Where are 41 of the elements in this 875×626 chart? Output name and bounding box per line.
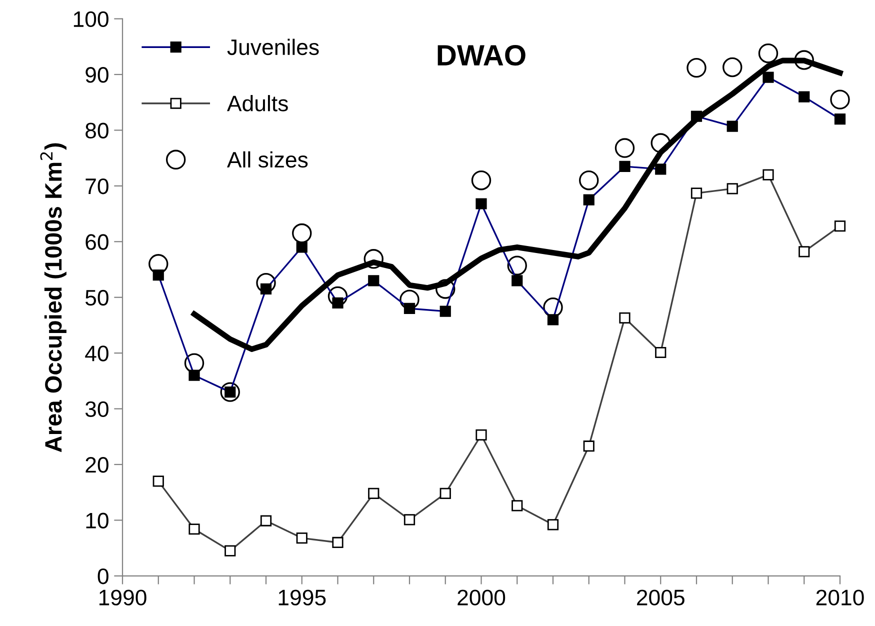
point xyxy=(148,254,168,274)
point xyxy=(436,279,456,299)
x-tick-label: 1995 xyxy=(278,590,326,606)
point xyxy=(614,138,635,158)
x-tick-label: 2005 xyxy=(637,590,684,606)
point xyxy=(650,133,670,153)
y-tick-label: 20 xyxy=(86,457,108,473)
x-tick-label: 2000 xyxy=(458,590,506,606)
legend-label: Adults xyxy=(226,95,288,112)
point xyxy=(292,223,312,244)
point xyxy=(471,170,492,190)
point xyxy=(184,353,204,373)
point xyxy=(220,382,240,402)
point xyxy=(758,43,778,64)
point xyxy=(400,290,420,310)
point xyxy=(543,298,563,318)
y-tick-label: 60 xyxy=(86,234,108,250)
point xyxy=(256,273,276,293)
y-tick-label: 0 xyxy=(98,568,108,584)
y-tick-label: 30 xyxy=(85,401,108,418)
point xyxy=(794,50,814,70)
point xyxy=(328,286,348,306)
point xyxy=(830,90,850,110)
y-tick-label: 70 xyxy=(86,178,108,194)
y-axis-title: Area Occupied (1000s Km$^{2}$) xyxy=(40,143,66,452)
y-tick-label: 50 xyxy=(85,290,108,306)
point xyxy=(579,170,599,190)
legend-label: All sizes xyxy=(226,151,308,168)
y-tick-label: 80 xyxy=(86,122,108,138)
point xyxy=(364,249,384,269)
point xyxy=(507,256,527,276)
x-tick-label: 1990 xyxy=(99,590,146,606)
y-tick-label: 10 xyxy=(86,512,108,528)
y-tick-label: 40 xyxy=(85,346,108,362)
point xyxy=(722,57,742,78)
y-tick-label: 100 xyxy=(74,11,108,28)
point xyxy=(686,58,706,78)
text: DWAO xyxy=(438,44,526,66)
x-tick-label: 2010 xyxy=(816,590,864,606)
legend-label: Juveniles xyxy=(227,38,319,56)
y-tick-label: 90 xyxy=(86,67,108,83)
